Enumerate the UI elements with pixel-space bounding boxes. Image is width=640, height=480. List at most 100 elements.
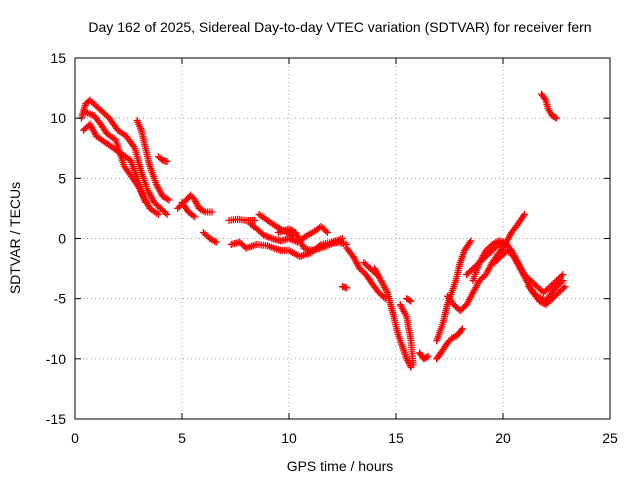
data-point-marker [91, 101, 99, 109]
data-point-marker [459, 304, 467, 312]
data-series-arc16 [371, 265, 415, 371]
data-series-arc28 [538, 90, 560, 122]
x-tick-label: 15 [388, 430, 404, 446]
data-point-marker [505, 248, 513, 256]
data-point-marker [256, 228, 264, 236]
data-series-arc3 [82, 108, 150, 206]
data-series-arc27 [525, 277, 567, 305]
data-series-arc19 [403, 295, 415, 305]
y-tick-label: 10 [50, 110, 66, 126]
data-point-marker [535, 284, 543, 292]
data-points [77, 90, 569, 371]
data-point-marker [541, 95, 549, 103]
data-point-marker [456, 307, 464, 315]
x-tick-label: 10 [281, 430, 297, 446]
data-point-marker [546, 283, 554, 291]
data-point-marker [92, 102, 100, 110]
data-point-marker [551, 278, 559, 286]
data-point-marker [163, 157, 171, 165]
y-axis-label: SDTVAR / TECUs [7, 182, 23, 294]
data-series-arc21 [433, 325, 466, 363]
data-point-marker [199, 228, 207, 236]
data-point-marker [89, 99, 97, 107]
data-point-marker [165, 196, 173, 204]
data-point-marker [96, 105, 104, 113]
data-point-marker [451, 302, 459, 310]
data-point-marker [155, 203, 163, 211]
data-point-marker [541, 287, 549, 295]
data-point-marker [495, 254, 503, 262]
data-point-marker [485, 244, 493, 252]
data-series-arc18 [339, 283, 351, 292]
data-point-marker [492, 257, 500, 265]
data-series-arc5 [154, 153, 171, 165]
data-point-marker [357, 266, 365, 274]
data-series-arc4 [133, 117, 173, 204]
data-point-marker [164, 195, 172, 203]
data-point-marker [543, 286, 551, 294]
data-point-marker [160, 207, 168, 215]
data-point-marker [100, 110, 108, 118]
data-point-marker [88, 98, 96, 106]
x-tick-label: 5 [178, 430, 186, 446]
data-series-arc13 [274, 225, 351, 255]
data-series-arc8 [199, 228, 220, 246]
data-point-marker [559, 277, 567, 285]
data-point-marker [102, 111, 110, 119]
y-tick-label: 0 [58, 231, 66, 247]
data-point-marker [94, 104, 102, 112]
data-point-marker [561, 283, 569, 291]
data-point-marker [503, 247, 511, 255]
data-point-marker [540, 289, 548, 297]
data-point-marker [500, 250, 508, 258]
data-point-marker [239, 241, 247, 249]
x-axis-label: GPS time / hours [287, 458, 394, 474]
data-point-marker [553, 114, 560, 122]
data-point-marker [163, 210, 171, 218]
data-point-marker [551, 113, 559, 121]
data-point-marker [463, 271, 471, 279]
data-series-arc22 [433, 237, 475, 345]
data-series-arc20 [416, 349, 432, 363]
data-series-arc9 [225, 215, 259, 224]
data-point-marker [506, 250, 514, 258]
y-tick-label: -10 [46, 351, 66, 367]
data-point-marker [191, 213, 199, 221]
data-point-marker [237, 240, 245, 248]
data-point-marker [339, 235, 346, 242]
data-point-marker [549, 280, 557, 288]
data-point-marker [558, 286, 566, 294]
data-point-marker [479, 274, 487, 282]
data-point-marker [532, 281, 540, 289]
data-point-marker [488, 247, 496, 255]
data-point-marker [453, 304, 461, 312]
y-tick-label: -15 [46, 411, 66, 427]
x-tick-label: 25 [602, 430, 618, 446]
data-point-marker [253, 225, 261, 233]
data-point-marker [152, 200, 160, 208]
data-series-arc6 [174, 191, 216, 216]
data-point-marker [343, 284, 351, 292]
data-point-marker [189, 212, 197, 220]
x-tick-label: 20 [495, 430, 511, 446]
data-point-marker [97, 107, 105, 115]
data-point-marker [533, 283, 541, 291]
data-point-marker [150, 198, 158, 206]
data-point-marker [498, 251, 506, 259]
data-point-marker [520, 210, 528, 218]
data-point-marker [406, 296, 414, 304]
data-point-marker [365, 263, 373, 271]
axis-ticks: 0 5 10 15 20 25 -15 -10 -5 0 5 10 15 [46, 50, 618, 446]
data-point-marker [174, 204, 182, 212]
data-point-marker [375, 289, 383, 297]
data-point-marker [363, 262, 371, 270]
data-point-marker [490, 259, 498, 267]
data-point-marker [559, 271, 567, 279]
data-point-marker [494, 256, 502, 264]
data-point-marker [251, 216, 259, 224]
data-point-marker [80, 126, 88, 134]
data-point-marker [556, 287, 564, 295]
data-series-arc1 [77, 96, 171, 218]
data-point-marker [161, 209, 169, 217]
